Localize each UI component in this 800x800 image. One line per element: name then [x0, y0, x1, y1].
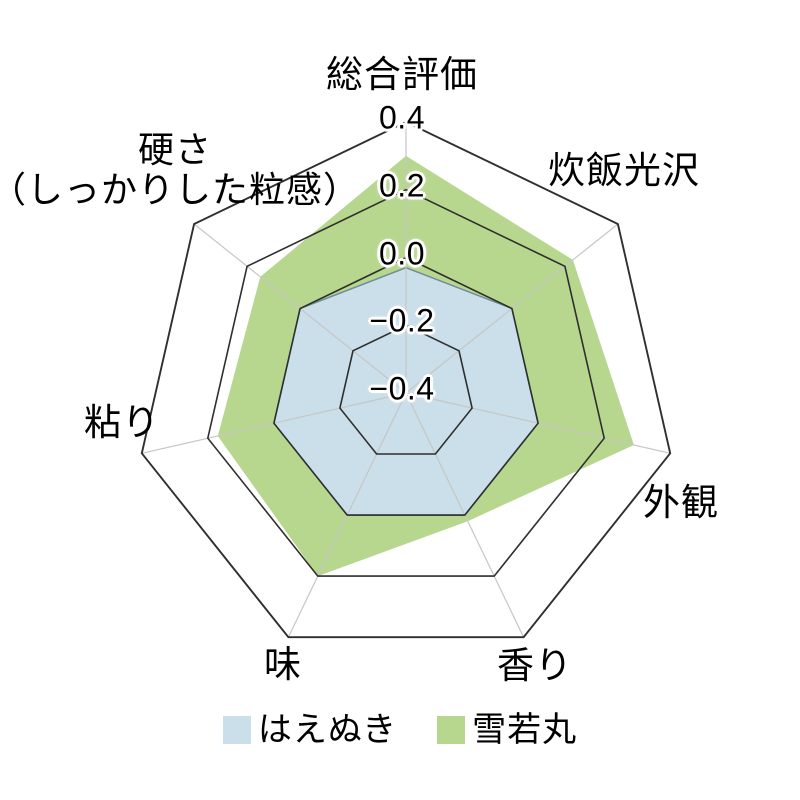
- r-tick-label: −0.2: [369, 302, 435, 339]
- legend-swatch-yukiwakamaru: [437, 716, 466, 744]
- legend: はえぬき 雪若丸: [0, 708, 800, 752]
- grid-ring-outer: [140, 120, 672, 639]
- legend-label: 雪若丸: [472, 711, 578, 749]
- legend-label: はえぬき: [257, 711, 398, 749]
- grid-ring: [339, 324, 473, 455]
- legend-item: はえぬき: [222, 711, 398, 749]
- r-tick-label: 0.4: [379, 99, 425, 136]
- grid-ring: [273, 256, 539, 516]
- axis-label-overall: 総合評価: [326, 54, 478, 95]
- axis-label-stickiness: 粘り: [84, 402, 160, 443]
- r-tick-label: −0.4: [369, 370, 435, 407]
- axis-label-gloss: 炊飯光沢: [548, 150, 700, 191]
- axis-label-appearance: 外観: [643, 482, 719, 523]
- grid-ring: [206, 188, 606, 577]
- axis-label-taste: 味: [264, 644, 302, 685]
- r-tick-label: 0.0: [379, 235, 425, 272]
- r-tick-label: 0.2: [379, 167, 425, 204]
- legend-swatch-haenuki: [222, 716, 251, 744]
- axis-label-hardness: 硬さ （しっかりした粒感）: [0, 129, 361, 210]
- legend-item: 雪若丸: [437, 713, 577, 747]
- axis-label-aroma: 香り: [497, 645, 573, 686]
